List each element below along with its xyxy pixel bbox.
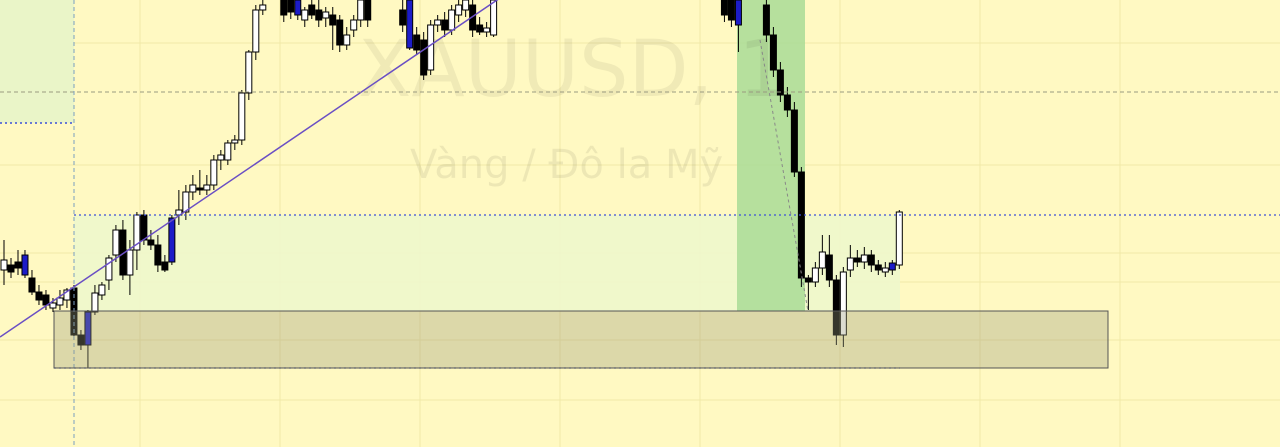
candle-body — [287, 0, 295, 13]
candle-body — [84, 311, 92, 346]
candles — [0, 0, 903, 368]
candle-body — [790, 109, 798, 173]
candle-body — [189, 184, 197, 193]
candle-body — [469, 4, 477, 31]
candle-body — [413, 34, 421, 51]
candle-body — [490, 0, 498, 36]
candle-body — [112, 229, 120, 256]
candle-body — [811, 267, 819, 283]
candle-body — [238, 92, 246, 141]
candle-body — [434, 19, 442, 26]
candle-body — [35, 291, 43, 301]
candle-body — [399, 9, 407, 26]
candle-body — [783, 94, 791, 111]
candle-body — [420, 39, 428, 76]
watermark-name: Vàng / Đô la Mỹ — [410, 142, 723, 188]
candle-body — [818, 251, 826, 269]
candle-body — [231, 139, 239, 144]
candle-body — [860, 254, 868, 263]
candle-body — [280, 0, 288, 16]
zone-top-left — [0, 0, 74, 123]
candle-body — [245, 51, 253, 94]
candle-body — [727, 0, 735, 21]
candle-body — [853, 257, 861, 263]
candle-body — [881, 267, 889, 273]
candle-body — [315, 9, 323, 21]
support-box — [53, 310, 1109, 369]
candle-body — [776, 69, 784, 96]
candle-body — [42, 294, 50, 306]
candle-body — [455, 4, 463, 16]
candle-body — [259, 4, 267, 11]
candle-body — [476, 24, 484, 33]
candle-body — [28, 277, 36, 293]
candle-body — [797, 171, 805, 279]
candle-body — [98, 284, 106, 296]
candle-body — [350, 19, 358, 31]
candle-body — [406, 0, 414, 49]
candle-body — [294, 0, 302, 16]
candle-body — [133, 214, 141, 251]
candle-body — [196, 187, 204, 191]
candle-body — [874, 264, 882, 271]
candle-body — [846, 257, 854, 271]
candle-body — [49, 302, 57, 309]
candle-body — [839, 271, 847, 336]
candle-body — [0, 259, 8, 271]
candle-body — [483, 27, 491, 33]
candle-body — [161, 261, 169, 271]
candle-body — [762, 4, 770, 36]
candle-body — [357, 0, 365, 21]
candle-body — [147, 239, 155, 246]
candle-body — [734, 0, 742, 26]
candle-body — [210, 159, 218, 186]
candle-body — [336, 19, 344, 46]
candle-body — [769, 34, 777, 71]
candle-body — [140, 214, 148, 241]
candle-body — [217, 154, 225, 161]
candle-body — [720, 0, 728, 16]
candle-body — [21, 254, 29, 276]
candle-body — [427, 24, 435, 71]
candle-body — [7, 264, 15, 273]
candle-body — [224, 142, 232, 161]
candle-body — [126, 249, 134, 276]
candle-body — [364, 0, 372, 21]
candle-body — [63, 289, 71, 301]
candle-body — [301, 9, 309, 21]
candle-body — [105, 257, 113, 281]
candle-body — [462, 0, 470, 11]
candle-body — [832, 279, 840, 336]
trend-line — [0, 0, 499, 338]
candle-body — [182, 191, 190, 213]
candle-body — [888, 262, 896, 271]
candle-body — [322, 11, 330, 19]
candle-body — [804, 277, 812, 283]
candle-body — [448, 9, 456, 31]
candle-body — [441, 19, 449, 31]
candle-body — [154, 244, 162, 266]
candle-body — [308, 4, 316, 16]
candle-body — [825, 254, 833, 281]
candle-body — [56, 297, 64, 306]
candle-body — [252, 9, 260, 53]
candle-body — [77, 334, 85, 346]
arrow-line — [759, 39, 809, 312]
candle-body — [168, 217, 176, 263]
candle-body — [329, 14, 337, 26]
candle-body — [91, 292, 99, 313]
candle-body — [867, 254, 875, 266]
candle-body — [14, 261, 22, 269]
candle-body — [203, 184, 211, 191]
candle-body — [895, 211, 903, 266]
candle-body — [343, 34, 351, 46]
